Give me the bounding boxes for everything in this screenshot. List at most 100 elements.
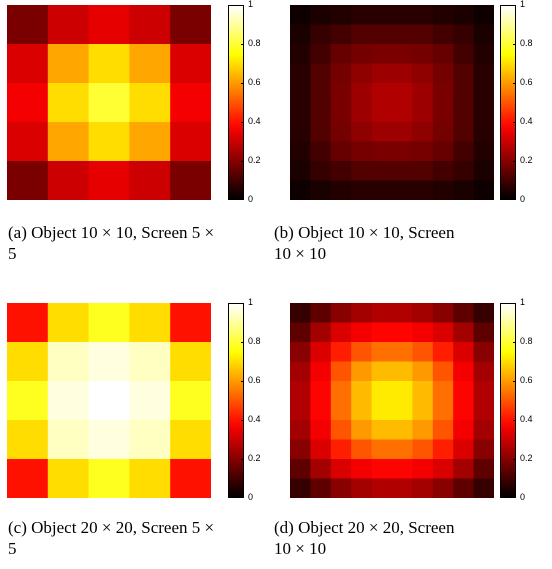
heatmap-cell <box>371 342 393 362</box>
caption-b-line1: (b) Object 10 × 10, Screen <box>274 223 455 242</box>
colorbar-tick-mark <box>241 303 244 304</box>
heatmap-cell <box>170 303 211 343</box>
heatmap-cell <box>330 180 352 200</box>
heatmap-cell <box>453 122 475 142</box>
heatmap-cell <box>392 161 413 181</box>
heatmap-cell <box>432 5 454 25</box>
heatmap-cell <box>290 5 311 25</box>
heatmap-cell <box>330 381 352 401</box>
heatmap-cell <box>330 5 352 25</box>
heatmap-cell <box>88 420 130 460</box>
heatmap-cell <box>371 400 393 421</box>
colorbar-tick-mark <box>241 342 244 343</box>
heatmap-cell <box>290 361 311 382</box>
heatmap-cell <box>290 44 311 64</box>
colorbar-tick-mark <box>513 342 516 343</box>
colorbar-tick-label: 0.8 <box>520 336 533 346</box>
heatmap-cell <box>473 141 494 162</box>
heatmap-cell <box>412 83 434 103</box>
heatmap-cell <box>88 161 130 200</box>
heatmap-cell <box>129 420 171 460</box>
colorbar-tick-mark <box>513 199 516 200</box>
heatmap-cell <box>473 400 494 421</box>
heatmap-cell <box>351 439 373 460</box>
heatmap-cell <box>330 24 352 45</box>
heatmap-cell <box>453 63 475 84</box>
heatmap-cell <box>392 361 413 382</box>
heatmap-cell <box>330 102 352 123</box>
heatmap-cell <box>453 102 475 123</box>
caption-a-line1: (a) Object 10 × 10, Screen 5 × <box>8 223 215 242</box>
heatmap-cell <box>47 161 90 200</box>
caption-d-line2: 10 × 10 <box>274 539 327 558</box>
colorbar-tick-label: 1 <box>248 0 254 9</box>
heatmap-cell <box>371 303 393 323</box>
heatmap-cell <box>88 44 130 84</box>
colorbar-tick-label: 0 <box>248 194 254 204</box>
heatmap-cell <box>310 141 332 162</box>
caption-d: (d) Object 20 × 20, Screen 10 × 10 <box>274 517 544 559</box>
colorbar-tick-label: 0.6 <box>248 77 261 87</box>
heatmap-cell <box>432 63 454 84</box>
heatmap-cell <box>290 400 311 421</box>
colorbar-tick-label: 0.6 <box>520 375 533 385</box>
colorbar-tick-label: 0.4 <box>248 414 261 424</box>
heatmap-c <box>7 303 211 498</box>
heatmap-cell <box>7 459 49 498</box>
heatmap-cell <box>371 83 393 103</box>
heatmap-cell <box>310 24 332 45</box>
heatmap-cell <box>129 122 171 162</box>
heatmap-cell <box>392 141 413 162</box>
colorbar-tick-mark <box>241 161 244 162</box>
heatmap-cell <box>129 5 171 45</box>
heatmap-cell <box>453 161 475 181</box>
colorbar-tick-label: 0.4 <box>248 116 261 126</box>
heatmap-cell <box>330 420 352 440</box>
colorbar-tick-mark <box>513 459 516 460</box>
heatmap-cell <box>371 459 393 479</box>
heatmap-cell <box>412 322 434 343</box>
colorbar-d <box>500 303 516 498</box>
heatmap-cell <box>412 180 434 200</box>
heatmap-cell <box>473 5 494 25</box>
heatmap-cell <box>88 303 130 343</box>
heatmap-cell <box>310 342 332 362</box>
colorbar-tick-mark <box>513 122 516 123</box>
colorbar-tick-label: 0.8 <box>248 38 261 48</box>
heatmap-cell <box>330 161 352 181</box>
heatmap-cell <box>47 83 90 123</box>
heatmap-cell <box>310 63 332 84</box>
heatmap-cell <box>392 400 413 421</box>
caption-d-line1: (d) Object 20 × 20, Screen <box>274 518 455 537</box>
heatmap-cell <box>170 420 211 460</box>
heatmap-cell <box>412 439 434 460</box>
heatmap-cell <box>371 420 393 440</box>
colorbar-tick-label: 1 <box>520 297 526 307</box>
heatmap-cell <box>432 44 454 64</box>
heatmap-cell <box>412 381 434 401</box>
heatmap-cell <box>290 141 311 162</box>
heatmap-cell <box>412 420 434 440</box>
heatmap-cell <box>412 141 434 162</box>
heatmap-cell <box>351 478 373 498</box>
colorbar-tick-mark <box>513 420 516 421</box>
colorbar-tick-mark <box>513 381 516 382</box>
heatmap-cell <box>392 342 413 362</box>
heatmap-cell <box>310 180 332 200</box>
heatmap-cell <box>412 478 434 498</box>
heatmap-cell <box>88 459 130 498</box>
colorbar-tick-mark <box>513 83 516 84</box>
heatmap-cell <box>129 303 171 343</box>
heatmap-cell <box>47 44 90 84</box>
heatmap-cell <box>473 420 494 440</box>
heatmap-cell <box>47 381 90 421</box>
heatmap-cell <box>330 361 352 382</box>
heatmap-cell <box>371 141 393 162</box>
heatmap-cell <box>170 381 211 421</box>
heatmap-cell <box>170 5 211 45</box>
heatmap-cell <box>88 122 130 162</box>
heatmap-cell <box>7 161 49 200</box>
heatmap-cell <box>473 478 494 498</box>
heatmap-cell <box>432 381 454 401</box>
heatmap-cell <box>330 44 352 64</box>
